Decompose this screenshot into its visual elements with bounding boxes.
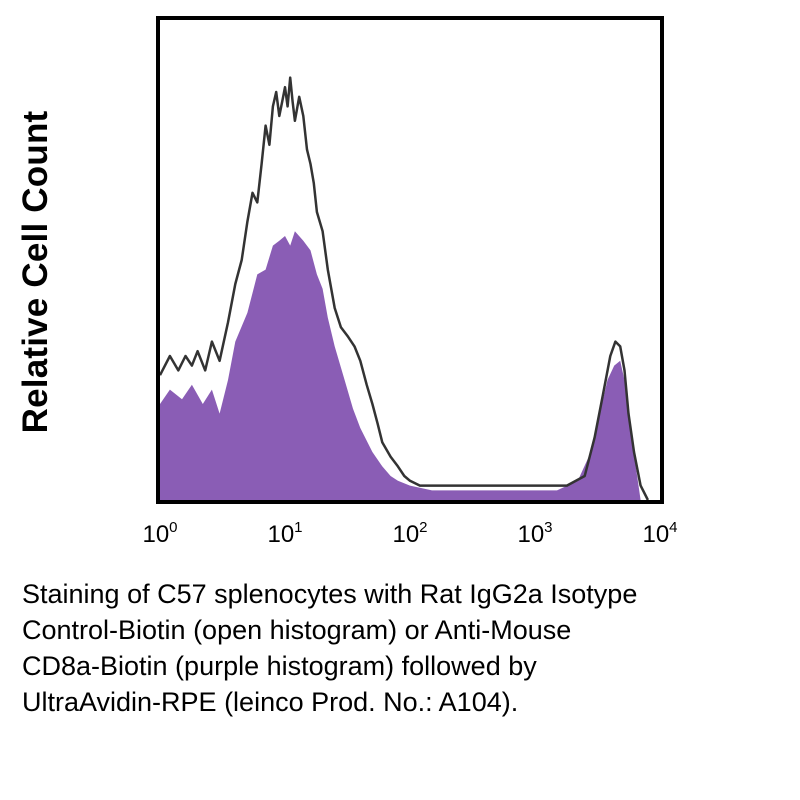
caption-line-3: CD8a-Biotin (purple histogram) followed …	[22, 651, 537, 681]
purple-histogram	[160, 231, 641, 500]
figure-caption: Staining of C57 splenocytes with Rat IgG…	[22, 576, 792, 720]
x-tick-label: 103	[517, 519, 552, 548]
x-tick-label: 101	[267, 519, 302, 548]
y-axis-label: Relative Cell Count	[16, 110, 55, 434]
caption-line-1: Staining of C57 splenocytes with Rat IgG…	[22, 579, 638, 609]
x-tick-label: 100	[142, 519, 177, 548]
x-tick-label: 102	[392, 519, 427, 548]
caption-line-2: Control-Biotin (open histogram) or Anti-…	[22, 615, 572, 645]
plot-frame	[156, 16, 664, 504]
caption-line-4: UltraAvidin-RPE (leinco Prod. No.: A104)…	[22, 687, 519, 717]
open-histogram	[158, 76, 650, 501]
histogram-chart: 100 101 102 103 104	[142, 16, 678, 548]
x-tick-label: 104	[642, 519, 677, 548]
